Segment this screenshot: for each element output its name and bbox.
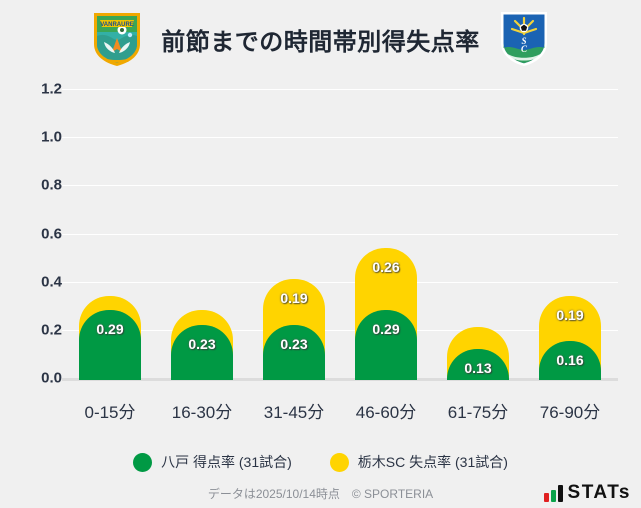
x-axis-tick-label: 76-90分 — [539, 403, 601, 422]
chart-header: VANRAURE 前節までの時間帯別得失点率 S C — [0, 0, 641, 78]
plot-area: 0.0 0.2 0.4 0.6 0.8 1.0 1.2 0.29 0.23 0.19 0.23 0.… — [0, 78, 641, 396]
legend-swatch-icon — [133, 452, 153, 472]
away-team-crest-icon: S C — [500, 12, 547, 66]
bar-scored-rate[interactable] — [355, 310, 417, 380]
bar-value-label: 0.19 — [280, 289, 308, 306]
bar-group[interactable]: 0.19 0.16 — [539, 80, 601, 380]
y-axis-tick-label: 0.4 — [41, 273, 62, 291]
x-axis-line — [62, 378, 618, 381]
y-axis-tick-label: 0.2 — [41, 321, 62, 339]
bar-group[interactable]: 0.23 — [171, 80, 233, 380]
bar-group[interactable]: 0.19 0.23 — [263, 80, 325, 380]
y-axis-tick-label: 0.8 — [41, 176, 62, 194]
bar-value-label: 0.29 — [96, 321, 124, 338]
legend-swatch-icon — [329, 452, 349, 472]
bar-value-label: 0.16 — [556, 352, 584, 369]
x-axis-labels: 0-15分 16-30分 31-45分 46-60分 61-75分 76-90分 — [0, 398, 641, 432]
bar-group[interactable]: 0.29 — [79, 80, 141, 380]
bar-value-label: 0.26 — [372, 258, 400, 275]
bar-value-label: 0.13 — [464, 359, 492, 376]
stats-bars-icon — [543, 484, 563, 502]
bar-scored-rate[interactable] — [263, 324, 325, 380]
y-axis-tick-label: 1.0 — [41, 128, 62, 146]
x-axis-tick-label: 0-15分 — [84, 403, 136, 422]
bar-scored-rate[interactable] — [171, 324, 233, 380]
svg-text:C: C — [521, 44, 528, 54]
home-team-crest-icon: VANRAURE — [94, 13, 141, 66]
bars-layer: 0.29 0.23 0.19 0.23 0.26 0.29 0.13 0.19 0.16 — [0, 78, 641, 396]
stats-wordmark: STATs — [567, 482, 631, 503]
svg-text:VANRAURE: VANRAURE — [100, 22, 134, 28]
chart-footer: データは2025/10/14時点 © SPORTERIA — [0, 480, 641, 508]
page-title: 前節までの時間帯別得失点率 — [161, 28, 480, 56]
bar-value-label: 0.23 — [280, 335, 308, 352]
legend-item[interactable]: 八戸 得点率 (31試合) — [133, 452, 292, 472]
data-source-note: データは2025/10/14時点 © SPORTERIA — [207, 487, 434, 501]
bar-group[interactable]: 0.26 0.29 — [355, 80, 417, 380]
bar-scored-rate[interactable] — [79, 310, 141, 380]
legend-item[interactable]: 栃木SC 失点率 (31試合) — [329, 452, 508, 472]
gridline — [62, 185, 618, 187]
bar-value-label: 0.19 — [556, 306, 584, 323]
gridline — [62, 329, 618, 331]
x-axis-tick-label: 16-30分 — [171, 403, 233, 422]
gridline — [62, 137, 618, 139]
x-axis-tick-label: 46-60分 — [355, 403, 417, 422]
x-axis-tick-label: 61-75分 — [447, 403, 509, 422]
svg-text:S: S — [521, 36, 526, 46]
y-axis-tick-label: 1.2 — [41, 80, 62, 98]
chart-legend: 八戸 得点率 (31試合) 栃木SC 失点率 (31試合) — [0, 446, 641, 478]
gridline — [62, 233, 618, 235]
bar-value-label: 0.29 — [372, 321, 400, 338]
gridline — [62, 89, 618, 90]
sporteria-stats-logo: STATs — [543, 482, 631, 504]
bar-scored-rate[interactable] — [539, 341, 601, 380]
bar-value-label: 0.23 — [188, 335, 216, 352]
legend-label: 八戸 得点率 (31試合) — [161, 454, 292, 470]
bar-group[interactable]: 0.13 — [447, 80, 509, 380]
y-axis-tick-label: 0.6 — [41, 225, 62, 242]
legend-label: 栃木SC 失点率 (31試合) — [357, 454, 508, 470]
y-axis-tick-label: 0.0 — [41, 369, 62, 387]
x-axis-tick-label: 31-45分 — [263, 403, 325, 422]
gridline — [62, 281, 618, 283]
